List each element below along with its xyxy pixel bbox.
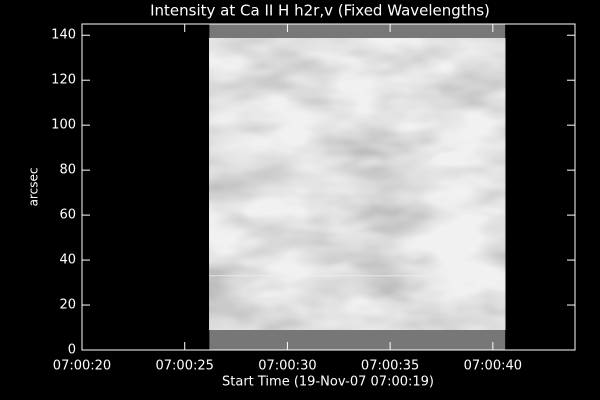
x-tick-label: 07:00:35 bbox=[361, 359, 419, 374]
x-tick-label: 07:00:30 bbox=[258, 359, 316, 374]
x-tick-label: 07:00:25 bbox=[156, 359, 214, 374]
y-tick-label: 40 bbox=[59, 253, 76, 268]
x-tick-label: 07:00:20 bbox=[53, 359, 111, 374]
plot-frame bbox=[81, 23, 576, 351]
y-tick-label: 60 bbox=[59, 208, 76, 223]
y-tick-label: 120 bbox=[51, 73, 76, 88]
y-tick-label: 80 bbox=[59, 163, 76, 178]
y-tick-label: 100 bbox=[51, 118, 76, 133]
x-axis-label: Start Time (19-Nov-07 07:00:19) bbox=[222, 375, 434, 390]
y-tick-label: 140 bbox=[51, 28, 76, 43]
image-texture bbox=[209, 38, 506, 330]
y-tick-label: 20 bbox=[59, 298, 76, 313]
chart-title: Intensity at Ca II H h2r,v (Fixed Wavele… bbox=[150, 2, 490, 20]
y-tick-label: 0 bbox=[68, 343, 76, 358]
x-tick-label: 07:00:40 bbox=[464, 359, 522, 374]
y-axis-label: arcsec bbox=[27, 168, 41, 207]
